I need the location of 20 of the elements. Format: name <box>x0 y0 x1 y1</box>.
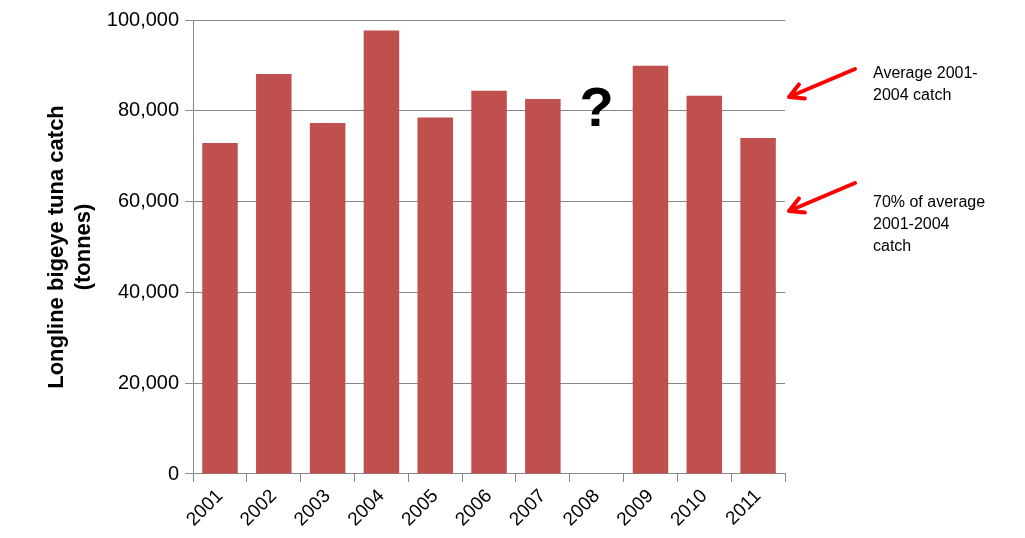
bar <box>471 90 507 474</box>
bar <box>632 65 669 474</box>
y-tick-label: 60,000 <box>117 189 180 212</box>
annotation: ? <box>579 75 614 139</box>
bar <box>525 98 561 474</box>
bar <box>202 143 238 474</box>
y-tick-label: 80,000 <box>117 98 180 121</box>
text: Average 2001-2004 catch <box>873 63 978 103</box>
y-tick-label: 100,000 <box>106 7 180 30</box>
y-tick-label: 40,000 <box>117 279 180 302</box>
y-tick-label: 0 <box>167 461 180 484</box>
bar <box>417 117 453 474</box>
y-tick-label: 20,000 <box>117 370 180 393</box>
bar <box>740 138 776 474</box>
bar <box>686 95 723 474</box>
bar <box>256 74 292 474</box>
bar <box>309 123 346 474</box>
y-axis-title: Longline bigeye tuna catch (tonnes) <box>43 105 95 389</box>
bar <box>363 30 400 474</box>
text: 70% of average 2001-2004 catch <box>873 193 986 255</box>
